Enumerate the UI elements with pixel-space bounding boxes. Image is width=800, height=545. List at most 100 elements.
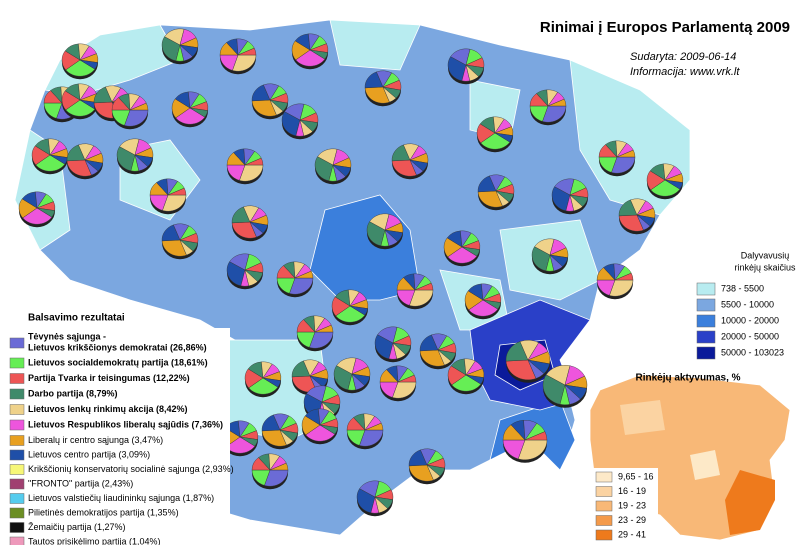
legend-label: 9,65 - 16	[618, 471, 654, 481]
legend-swatch	[9, 419, 25, 431]
pie-slice	[239, 164, 264, 182]
pie-slice	[314, 324, 334, 333]
pie-slice	[295, 49, 326, 67]
pie-slice	[611, 156, 636, 174]
pie-slice	[279, 429, 294, 446]
title: Rinimai į Europos Parlamentą 2009	[540, 19, 790, 36]
pie-slice	[614, 272, 634, 281]
legend-swatch	[9, 435, 25, 446]
pie-slice	[419, 349, 445, 367]
pie-slice	[477, 190, 503, 208]
results-legend: Tėvynės sąjunga -Lietuvos krikščionys de…	[9, 331, 234, 545]
pie-slice	[542, 105, 567, 123]
pie-slice	[335, 305, 366, 323]
legend-label: 19 - 23	[618, 500, 646, 510]
pie-slice	[409, 289, 434, 307]
pie-slice	[359, 429, 384, 447]
pie-slice	[349, 305, 369, 316]
pie-slice	[124, 109, 149, 127]
legend-swatch	[9, 464, 25, 475]
legend-label: Pilietinės demokratijos partija (1,35%)	[28, 507, 179, 517]
pie-slice	[66, 159, 92, 177]
pie-slice	[636, 214, 651, 231]
legend-label: Lietuvos Respublikos liberalų sąjūdis (7…	[28, 419, 223, 429]
pie-slice	[559, 384, 570, 405]
legend-label: Partija Tvarka ir teisingumas (12,22%)	[28, 373, 190, 383]
legend-swatch	[9, 493, 25, 504]
pie-slice	[305, 424, 336, 442]
pie-slice	[189, 107, 209, 118]
pie-slice	[22, 207, 53, 225]
pie-slice	[175, 44, 185, 62]
legend-swatch	[696, 330, 716, 344]
results-legend-title: Balsavimo rezultatai	[28, 313, 125, 324]
legend-label: "FRONTO" partija (2,43%)	[28, 478, 133, 488]
pie-slice	[609, 279, 634, 297]
legend-label: Tėvynės sąjunga -	[28, 331, 106, 341]
legend-label: Krikščionių konservatorių socialinė sąju…	[28, 464, 234, 474]
pie-slice	[65, 59, 96, 77]
legend-label: Lietuvos valstiečių liaudininkų sąjunga …	[28, 493, 214, 503]
pie-slice	[239, 436, 259, 447]
pie-slice	[35, 154, 66, 172]
legend-label: Lietuvos socialdemokratų partija (18,61%…	[28, 357, 208, 367]
pie-slice	[461, 246, 481, 257]
pie-slice	[495, 190, 510, 207]
pie-slice	[465, 374, 485, 385]
voters-legend-title: Dalyvavusių	[741, 250, 790, 260]
pie-slice	[237, 47, 257, 56]
pie-slice	[251, 99, 277, 117]
pie-slice	[414, 282, 434, 291]
legend-swatch	[595, 486, 613, 497]
pie-slice	[426, 464, 441, 481]
legend-label: Liberalų ir centro sąjunga (3,47%)	[28, 435, 163, 445]
pie-slice	[616, 149, 636, 158]
pie-slice	[364, 86, 390, 104]
legend-label: Lietuvos krikščionys demokratai (26,86%)	[28, 342, 207, 352]
pie-slice	[319, 424, 339, 435]
legend-label: Tautos prisikėlimo partija (1,04%)	[28, 536, 161, 545]
legend-swatch	[9, 404, 25, 415]
pie-slice	[650, 179, 681, 197]
pie-slice	[179, 239, 194, 256]
pie-slice	[130, 154, 140, 172]
pie-slice	[527, 359, 545, 379]
pie-slice	[451, 374, 482, 392]
pie-slice	[162, 194, 187, 212]
legend-swatch	[9, 536, 25, 545]
legend-label: Darbo partija (8,79%)	[28, 388, 118, 398]
legend-swatch	[9, 388, 25, 400]
pie-slice	[269, 99, 284, 116]
pie-slice	[545, 254, 555, 272]
pie-slice	[309, 49, 329, 60]
pie-slice	[289, 277, 314, 295]
legend-swatch	[595, 529, 613, 541]
pie-slice	[380, 229, 390, 247]
inset-region	[725, 470, 775, 535]
legend-swatch	[696, 282, 716, 296]
pie-slice	[248, 377, 279, 395]
legend-swatch	[696, 346, 716, 360]
voters-legend: 738 - 5500 5500 - 10000 10000 - 20000 20000…	[696, 282, 784, 360]
pie-slice	[232, 54, 257, 72]
pie-slice	[382, 86, 397, 103]
inset-region	[690, 450, 720, 480]
pie-slice	[505, 359, 537, 380]
pie-slice	[261, 429, 287, 447]
pie-slice	[447, 246, 478, 264]
legend-swatch	[9, 357, 25, 369]
pie-slice	[129, 102, 149, 111]
legend-label: Žemaičių partija (1,27%)	[28, 522, 126, 532]
legend-swatch	[9, 337, 25, 349]
pie-slice	[295, 119, 305, 137]
pie-slice	[249, 221, 264, 238]
pie-slice	[65, 99, 96, 117]
pie-charts	[18, 28, 684, 517]
legend-label: 16 - 19	[618, 486, 646, 496]
region	[329, 19, 421, 71]
legend-swatch	[696, 298, 716, 312]
legend-swatch	[9, 478, 25, 490]
legend-label: Lietuvos centro partija (3,09%)	[28, 449, 150, 459]
turnout-legend-title: Rinkėjų aktyvumas, %	[635, 373, 740, 384]
